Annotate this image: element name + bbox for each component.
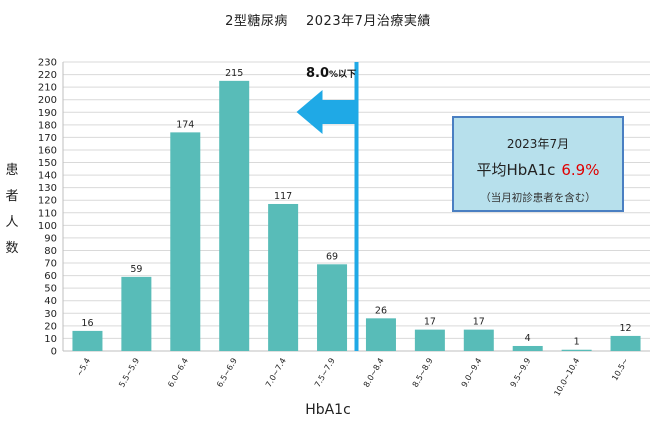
bar xyxy=(72,330,103,351)
bar xyxy=(561,349,592,351)
x-axis-label: HbA1c xyxy=(305,402,351,418)
y-tick-label: 180 xyxy=(38,120,57,131)
y-tick-label: 200 xyxy=(38,95,57,106)
bar xyxy=(512,345,543,351)
data-label: 26 xyxy=(375,305,387,316)
bar xyxy=(365,318,396,351)
summary-average-label: 平均HbA1c xyxy=(476,161,556,179)
y-tick-label: 110 xyxy=(38,208,57,219)
y-tick-label: 190 xyxy=(38,108,57,119)
bar xyxy=(219,80,250,351)
y-tick-label: 0 xyxy=(51,347,57,358)
y-tick-label: 160 xyxy=(38,145,57,156)
summary-average: 平均HbA1c 6.9% xyxy=(454,159,622,180)
y-tick-label: 70 xyxy=(44,259,57,270)
bar xyxy=(268,203,299,351)
y-tick-label: 20 xyxy=(44,321,57,332)
x-tick-label: 9.0~9.4 xyxy=(460,356,484,388)
x-tick-label: 5.5~5.9 xyxy=(117,357,141,389)
x-tick-label: 6.5~6.9 xyxy=(215,357,239,389)
y-tick-label: 170 xyxy=(38,133,57,144)
data-label: 69 xyxy=(326,251,338,262)
x-tick-label: 8.5~8.9 xyxy=(411,357,435,389)
summary-box: 2023年7月 平均HbA1c 6.9% （当月初診患者を含む） xyxy=(452,116,624,212)
y-tick-label: 120 xyxy=(38,196,57,207)
bar xyxy=(121,276,152,351)
bar xyxy=(170,132,201,351)
threshold-suffix: %以下 xyxy=(329,70,357,80)
summary-period: 2023年7月 xyxy=(506,137,570,151)
y-axis-label-char: 患 xyxy=(5,163,19,178)
data-label: 12 xyxy=(619,323,631,334)
x-tick-label: 6.0~6.4 xyxy=(166,357,190,389)
y-tick-label: 100 xyxy=(38,221,57,232)
data-label: 215 xyxy=(225,68,243,79)
y-axis-label-char: 数 xyxy=(5,241,19,256)
chart-title: 2型糖尿病 2023年7月治療実績 xyxy=(225,14,431,29)
y-tick-label: 150 xyxy=(38,158,57,169)
y-tick-label: 10 xyxy=(44,334,57,345)
data-label: 17 xyxy=(473,317,485,328)
bar xyxy=(463,329,494,351)
y-tick-label: 40 xyxy=(44,296,57,307)
y-tick-label: 220 xyxy=(38,70,57,81)
y-tick-label: 60 xyxy=(44,271,57,282)
x-tick-label: 7.0~7.4 xyxy=(264,357,288,389)
y-axis-label-char: 者 xyxy=(5,189,19,204)
y-tick-label: 30 xyxy=(44,309,57,320)
x-tick-label: 10.0~10.4 xyxy=(552,357,581,398)
data-label: 174 xyxy=(176,119,194,130)
data-label: 17 xyxy=(424,317,436,328)
data-label: 1 xyxy=(574,337,580,348)
x-tick-label: 9.5~9.9 xyxy=(509,357,533,389)
summary-note: （当月初診患者を含む） xyxy=(480,192,596,204)
y-tick-label: 230 xyxy=(38,58,57,69)
y-axis-label-char: 人 xyxy=(5,215,19,230)
bar xyxy=(414,329,445,351)
y-tick-label: 50 xyxy=(44,284,57,295)
y-tick-label: 90 xyxy=(44,233,57,244)
data-label: 16 xyxy=(81,318,93,329)
x-tick-label: ~5.4 xyxy=(75,357,93,378)
summary-average-value: 6.9% xyxy=(561,161,600,179)
data-label: 59 xyxy=(130,264,142,275)
x-tick-label: 8.0~8.4 xyxy=(362,357,386,389)
data-label: 117 xyxy=(274,191,292,202)
threshold-value: 8.0 xyxy=(306,66,330,81)
y-tick-label: 130 xyxy=(38,183,57,194)
bar xyxy=(610,335,641,351)
y-tick-label: 140 xyxy=(38,171,57,182)
data-label: 4 xyxy=(525,333,531,344)
x-tick-label: 7.5~7.9 xyxy=(313,357,337,389)
y-tick-label: 210 xyxy=(38,83,57,94)
threshold-arrow-icon xyxy=(296,90,355,134)
x-tick-label: 10.5~ xyxy=(610,357,630,383)
y-tick-label: 80 xyxy=(44,246,57,257)
y-axis-label: 患 者 人 数 xyxy=(4,158,20,262)
bar xyxy=(317,264,348,351)
threshold-label: 8.0%以下 xyxy=(306,66,356,81)
